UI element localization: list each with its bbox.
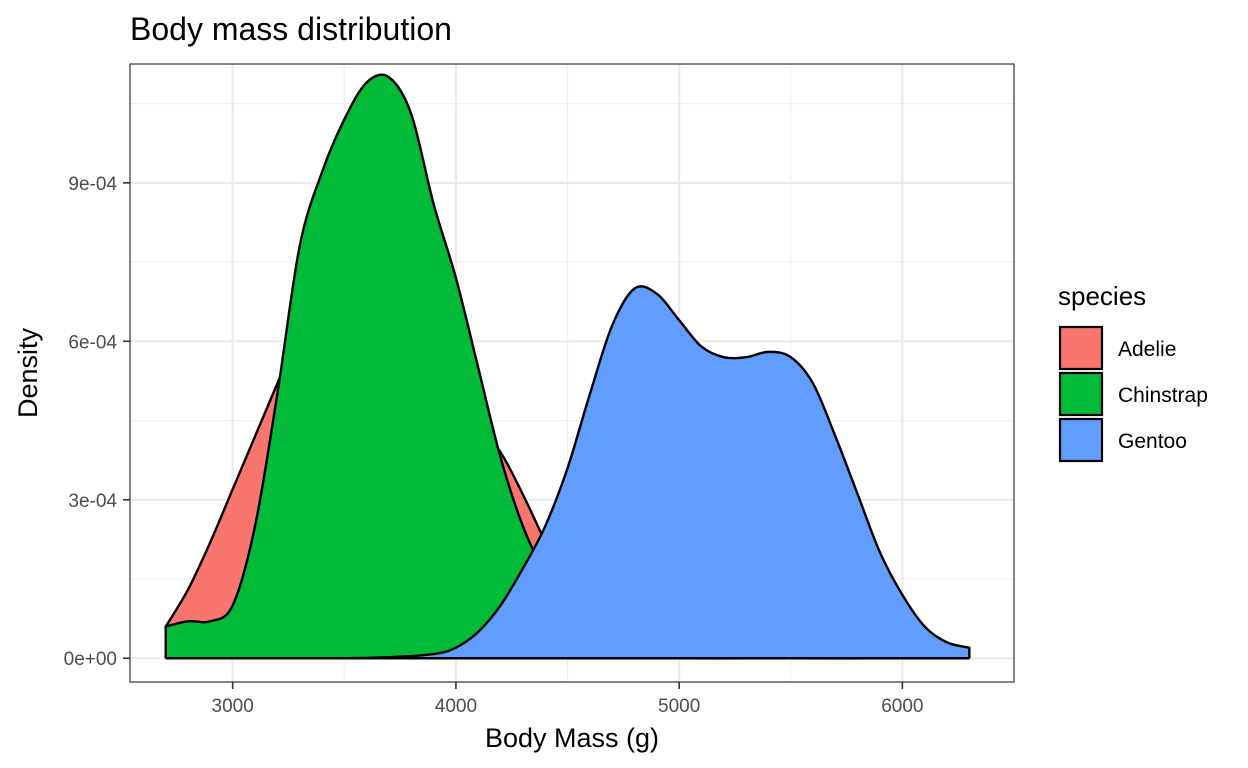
legend-label-adelie: Adelie (1118, 338, 1176, 361)
y-axis: 0e+00 3e-04 6e-04 9e-04 (64, 174, 130, 670)
y-tick-label: 3e-04 (68, 491, 117, 512)
legend-key-adelie (1058, 325, 1104, 371)
y-tick-label: 9e-04 (68, 174, 117, 195)
x-tick-label: 3000 (212, 696, 254, 717)
density-line-gentoo (165, 285, 971, 660)
x-tick-label: 5000 (658, 696, 700, 717)
y-tick-label: 0e+00 (64, 649, 117, 670)
legend-key-chinstrap (1058, 371, 1104, 417)
density-area-chinstrap (165, 74, 970, 659)
legend: species Adelie Chinstrap Gentoo (1058, 281, 1208, 463)
legend-key-gentoo (1058, 417, 1104, 463)
chart-title: Body mass distribution (130, 11, 452, 47)
x-axis-title: Body Mass (g) (485, 723, 659, 753)
y-axis-title: Density (13, 327, 43, 418)
x-tick-label: 4000 (435, 696, 477, 717)
legend-label-chinstrap: Chinstrap (1118, 384, 1208, 407)
y-tick-label: 6e-04 (68, 332, 117, 353)
legend-label-gentoo: Gentoo (1118, 430, 1187, 453)
density-areas (164, 73, 971, 660)
density-area-gentoo (165, 286, 970, 659)
x-tick-label: 6000 (881, 696, 923, 717)
legend-title: species (1058, 281, 1146, 311)
x-axis: 3000 4000 5000 6000 (212, 682, 924, 717)
plot-panel-border (129, 63, 1015, 683)
